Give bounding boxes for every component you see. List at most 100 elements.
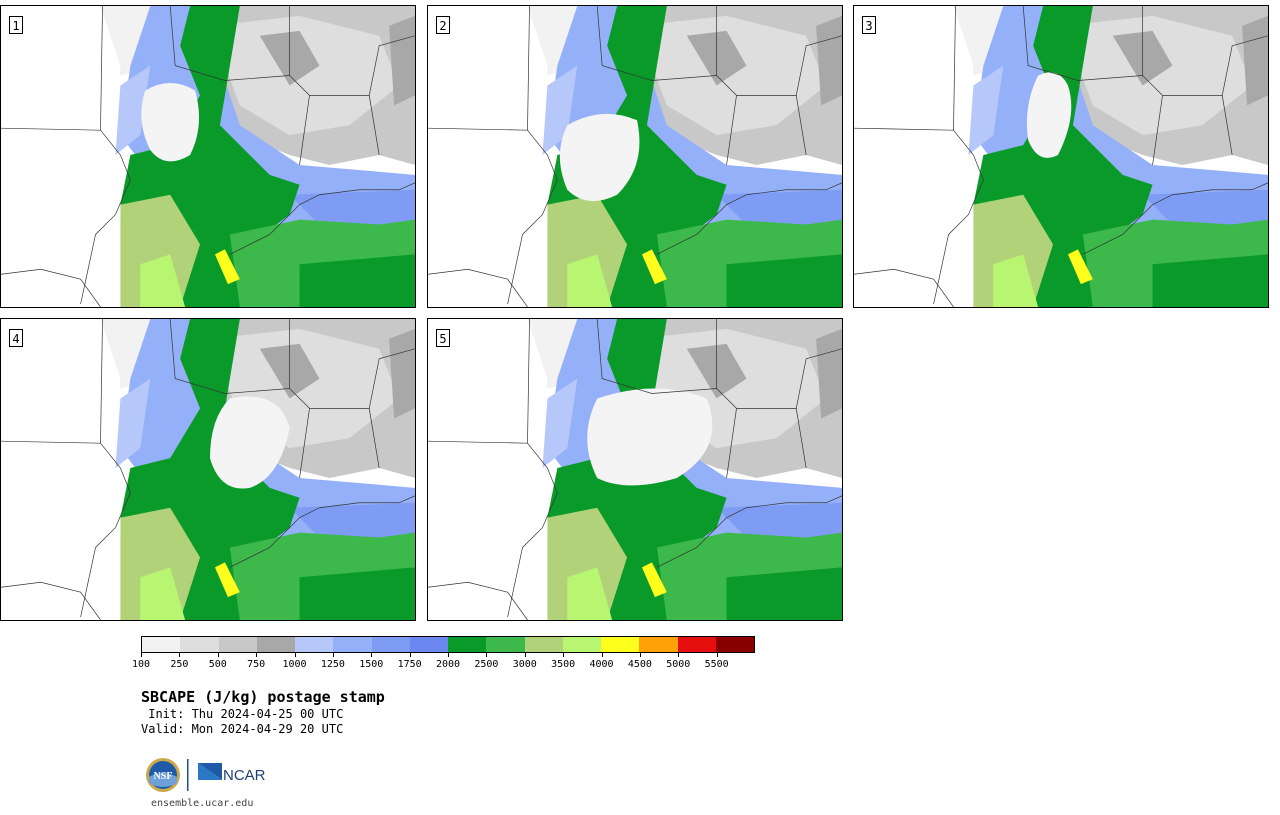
state-border-line: [656, 182, 842, 255]
colorbar-swatch: [333, 637, 372, 652]
cape-field-region: [214, 249, 240, 285]
state-border-line: [428, 268, 528, 307]
colorbar-tick-label: 4000: [589, 659, 614, 670]
state-border-line: [656, 495, 842, 568]
cape-field-region: [389, 328, 415, 419]
colorbar-swatch: [180, 637, 219, 652]
cape-field-region: [1, 6, 121, 307]
state-border-line: [854, 268, 954, 307]
postage-stamp-panel-2: 2: [427, 5, 843, 308]
cape-field-region: [1, 319, 121, 620]
colorbar-tick-label: 2000: [435, 659, 461, 670]
panel-number-3: 3: [862, 16, 876, 34]
cape-field-region: [547, 507, 628, 620]
panel-number-2: 2: [436, 16, 450, 34]
nsf-logo-icon: NSF: [146, 758, 180, 792]
colorbar-tick-mark: [409, 653, 411, 657]
cape-field-region: [559, 113, 640, 202]
colorbar-tick-label: 500: [208, 659, 227, 670]
colorbar-tick-label: 2500: [474, 659, 499, 670]
state-border-line: [1221, 35, 1268, 96]
cape-field-region: [968, 65, 1004, 156]
state-border-line: [1, 6, 103, 131]
sbcape-map-3: [854, 6, 1268, 307]
colorbar-tick-label: 100: [131, 659, 151, 670]
panel-number-5: 5: [436, 329, 450, 347]
state-border-line: [80, 442, 131, 618]
colorbar-swatch: [562, 637, 601, 652]
state-border-line: [368, 35, 415, 96]
valid-time: Valid: Mon 2024-04-29 20 UTC: [141, 722, 344, 736]
cape-field-region: [1242, 15, 1268, 106]
colorbar-tick-label: 1500: [359, 659, 384, 670]
cape-field-region: [641, 562, 667, 598]
cape-field-region: [567, 254, 613, 307]
colorbar-swatch: [715, 637, 754, 652]
state-border-line: [596, 319, 737, 478]
cape-field-region: [726, 254, 842, 307]
cape-field-region: [141, 82, 200, 162]
colorbar-swatch: [142, 637, 181, 652]
panel-number-4: 4: [9, 329, 23, 347]
cape-field-region: [567, 567, 613, 620]
colorbar-tick-label: 1750: [397, 659, 422, 670]
state-border-line: [80, 129, 131, 305]
state-border-line: [1, 581, 101, 620]
footer-url: ensemble.ucar.edu: [151, 798, 254, 809]
colorbar-swatch: [677, 637, 716, 652]
colorbar-tick-mark: [294, 653, 296, 657]
sbcape-map-4: [1, 319, 415, 620]
colorbar-tick-mark: [217, 653, 219, 657]
state-border-line: [854, 6, 956, 131]
sbcape-map-1: [1, 6, 415, 307]
cape-field-region: [726, 567, 842, 620]
colorbar-swatch: [295, 637, 334, 652]
cape-field-region: [816, 15, 842, 106]
cape-field-region: [854, 6, 974, 307]
cape-field-region: [1026, 72, 1072, 158]
state-border-line: [1022, 6, 1163, 165]
state-border-line: [368, 348, 415, 409]
cape-field-region: [1152, 254, 1268, 307]
state-border-line: [169, 6, 310, 165]
colorbar-tick-mark: [601, 653, 603, 657]
cape-field-region: [1062, 15, 1253, 136]
colorbar: [141, 636, 755, 653]
nsf-logo-text: NSF: [154, 771, 173, 782]
cape-field-region: [209, 396, 290, 489]
state-border-line: [428, 581, 528, 620]
colorbar-swatch: [256, 637, 295, 652]
colorbar-swatch: [486, 637, 525, 652]
state-border-line: [933, 129, 984, 305]
colorbar-tick-label: 5000: [666, 659, 691, 670]
cape-field-region: [389, 15, 415, 106]
logos: NSF NCAR: [146, 758, 266, 792]
cape-field-region: [428, 6, 548, 307]
logo-divider: [187, 759, 189, 791]
ncar-logo-text: NCAR: [223, 767, 266, 784]
cape-field-region: [542, 378, 578, 469]
cape-field-region: [993, 254, 1039, 307]
ncar-logo-icon: NCAR: [198, 763, 266, 784]
colorbar-tick-mark: [524, 653, 526, 657]
state-border-line: [596, 6, 737, 165]
colorbar-tick-mark: [179, 653, 181, 657]
cape-field-region: [299, 254, 415, 307]
colorbar-tick-mark: [141, 653, 142, 657]
cape-field-region: [587, 388, 713, 486]
init-time: Init: Thu 2024-04-25 00 UTC: [141, 707, 344, 721]
colorbar-tick-label: 750: [247, 659, 266, 670]
colorbar-tick-mark: [563, 653, 565, 657]
colorbar-tick-mark: [371, 653, 373, 657]
colorbar-tick-mark: [639, 653, 641, 657]
colorbar-swatch: [448, 637, 487, 652]
colorbar-tick-label: 250: [170, 659, 189, 670]
colorbar-tick-label: 5500: [704, 659, 729, 670]
colorbar-tick-mark: [716, 653, 718, 657]
cape-field-region: [641, 249, 667, 285]
colorbar-tick-mark: [486, 653, 488, 657]
colorbar-tick-mark: [448, 653, 449, 657]
cape-field-region: [542, 65, 578, 156]
colorbar-tick-mark: [256, 653, 258, 657]
cape-field-region: [115, 65, 151, 156]
